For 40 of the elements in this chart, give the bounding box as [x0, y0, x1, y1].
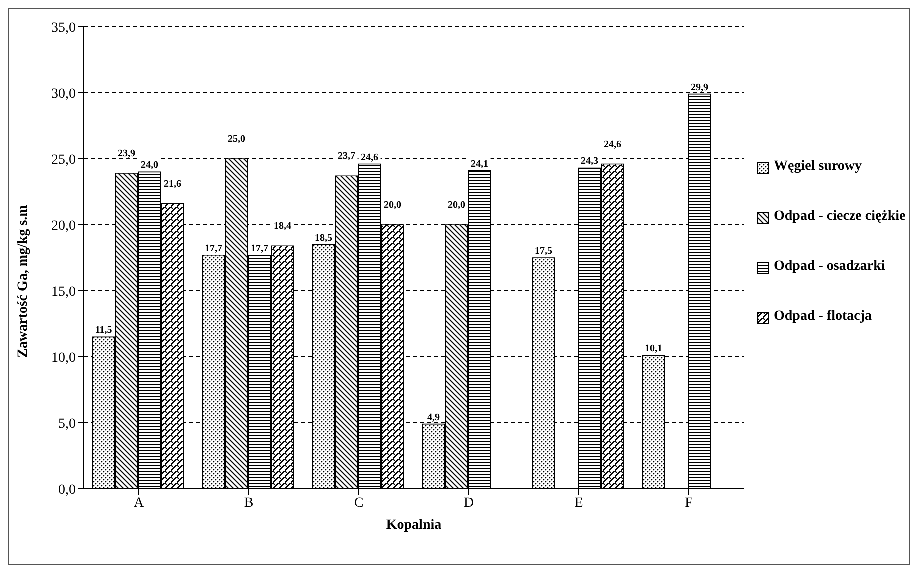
y-tick-label: 35,0 — [52, 20, 76, 36]
y-axis-title: Zawartość Ga, mg/kg s.m — [16, 204, 31, 358]
y-tick-label: 20,0 — [52, 218, 76, 234]
legend-label: Odpad - ciecze ciężkie — [774, 209, 906, 225]
data-label: 24,6 — [604, 139, 622, 150]
data-label: 21,6 — [164, 178, 182, 190]
data-label: 17,5 — [535, 246, 553, 257]
data-label: 20,0 — [448, 200, 466, 211]
data-label: 10,1 — [645, 344, 663, 355]
data-label: 24,0 — [141, 160, 159, 172]
data-label: 17,7 — [205, 243, 223, 254]
data-label: 24,6 — [361, 152, 379, 164]
legend-label: Odpad - flotacja — [774, 309, 872, 325]
data-label: 20,0 — [384, 200, 402, 211]
x-tick-label: C — [354, 496, 364, 511]
x-tick-label: E — [574, 496, 584, 511]
y-tick-label: 0,0 — [58, 482, 76, 498]
y-tick-label: 5,0 — [58, 416, 76, 432]
data-label: 24,3 — [581, 156, 599, 168]
data-label: 11,5 — [95, 325, 112, 336]
data-label: 17,7 — [251, 243, 269, 254]
x-axis-title: Kopalnia — [386, 518, 442, 533]
data-label: 18,4 — [274, 221, 292, 232]
y-tick-label: 10,0 — [52, 350, 76, 366]
data-label: 23,7 — [338, 151, 356, 162]
x-tick-label: A — [134, 496, 145, 511]
data-label: 24,1 — [471, 158, 489, 170]
y-tick-label: 30,0 — [52, 86, 76, 102]
data-label: 25,0 — [228, 134, 246, 145]
data-label: 23,9 — [118, 148, 136, 160]
data-label: 29,9 — [691, 82, 709, 94]
data-label: 4,9 — [428, 412, 440, 424]
x-tick-label: D — [464, 496, 474, 511]
legend-label: Węgiel surowy — [774, 159, 862, 175]
x-tick-label: F — [685, 496, 694, 511]
legend-label: Odpad - osadzarki — [774, 259, 886, 275]
x-tick-label: B — [244, 496, 254, 511]
y-tick-label: 25,0 — [52, 152, 76, 168]
data-label: 18,5 — [315, 232, 333, 244]
y-tick-label: 15,0 — [52, 284, 76, 300]
